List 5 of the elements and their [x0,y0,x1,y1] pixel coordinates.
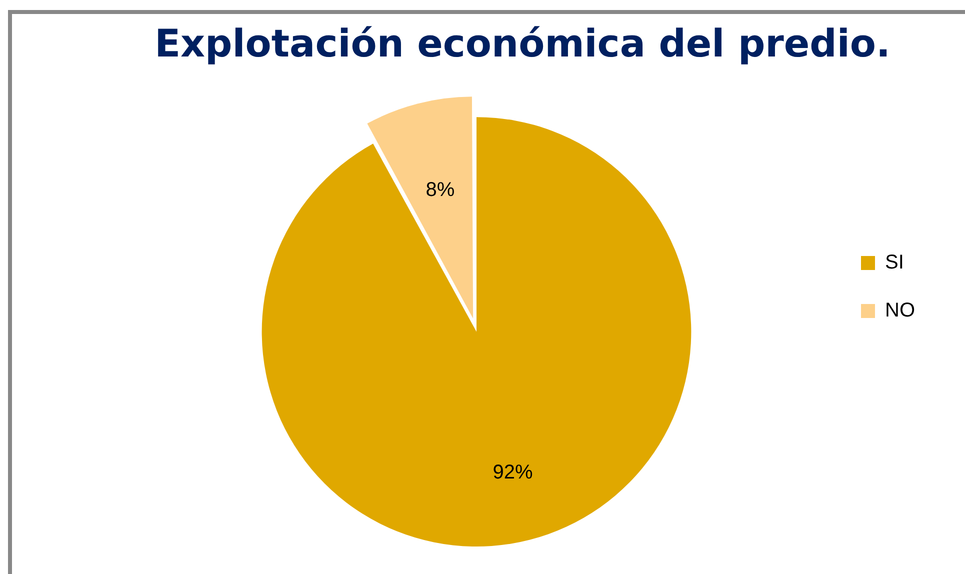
chart-title: Explotación económica del predio. [154,22,890,66]
data-label: 92% [492,462,534,484]
legend-label: NO [885,300,915,322]
data-label: 8% [426,178,455,201]
legend-label: SI [885,252,904,274]
